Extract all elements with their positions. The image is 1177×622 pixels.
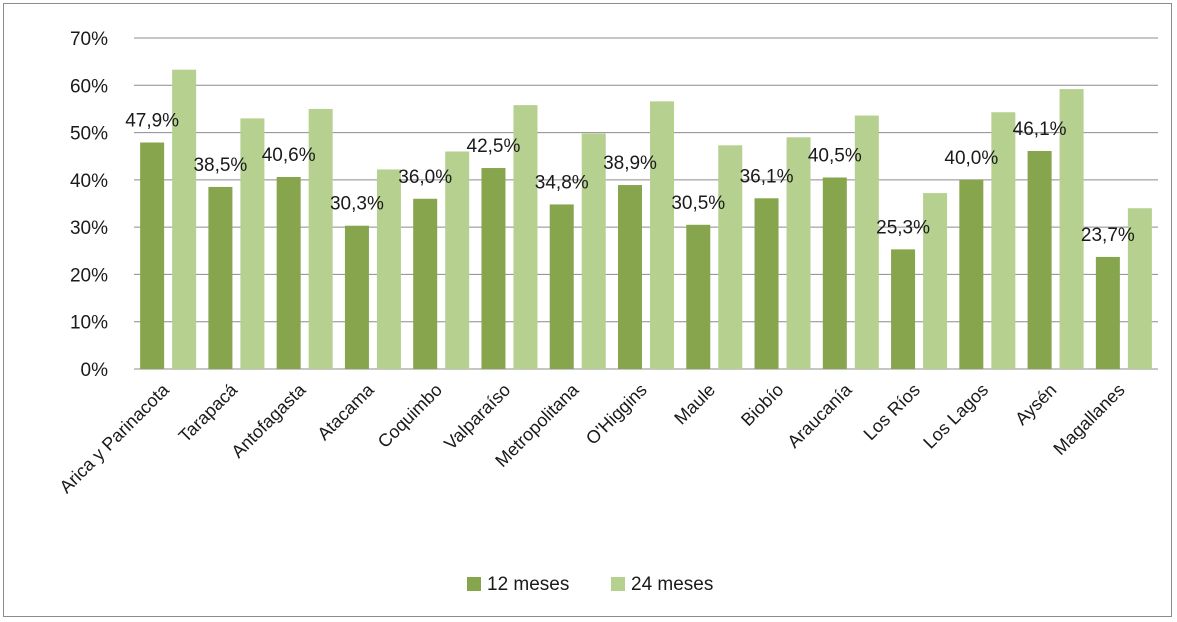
data-label: 42,5% [467, 136, 521, 157]
x-tick-label: Arica y Parinacota [56, 379, 174, 497]
bar-12-meses [413, 198, 438, 369]
x-tick-label: Araucanía [783, 379, 856, 452]
data-labels: 47,9% 38,5% 40,6% 30,3% 36,0% 42,5% 34,8% 38,9%… [125, 111, 1135, 246]
bar-24-meses [991, 112, 1016, 369]
x-tick-label: Valparaíso [440, 380, 514, 454]
x-tick-label: Los Lagos [919, 380, 992, 453]
bars [140, 69, 1152, 369]
legend-label: 24 meses [631, 574, 713, 595]
data-label: 30,5% [671, 193, 725, 214]
y-tick-label: 20% [70, 265, 108, 286]
bar-12-meses [822, 177, 847, 369]
x-tick-label: Biobío [737, 380, 787, 430]
bar-12-meses [140, 142, 165, 369]
data-label: 30,3% [330, 194, 384, 215]
data-label: 38,9% [603, 153, 657, 174]
data-label: 34,8% [535, 172, 589, 193]
bar-24-meses [308, 108, 333, 369]
data-label: 36,0% [398, 167, 452, 188]
bar-12-meses [208, 186, 233, 369]
y-axis-ticks: 0% 10% 20% 30% 40% 50% 60% 70% [70, 29, 108, 381]
gridlines [134, 37, 1158, 370]
x-tick-label: Los Ríos [860, 380, 924, 444]
legend-label: 12 meses [487, 574, 569, 595]
bar-24-meses [718, 145, 743, 369]
data-label: 40,5% [808, 145, 862, 166]
x-tick-label: O'Higgins [582, 380, 651, 449]
bar-12-meses [276, 177, 301, 369]
x-tick-label: Maule [670, 380, 719, 429]
x-tick-label: Aysén [1011, 380, 1060, 429]
data-label: 40,0% [944, 148, 998, 169]
bar-12-meses [549, 204, 574, 369]
data-label: 40,6% [262, 145, 316, 166]
data-label: 47,9% [125, 111, 179, 132]
bar-24-meses [854, 115, 879, 369]
bar-12-meses [1027, 151, 1052, 369]
bar-24-meses [650, 101, 674, 369]
bar-24-meses [376, 169, 401, 369]
bar-24-meses [1059, 89, 1084, 369]
y-tick-label: 40% [70, 171, 108, 192]
x-tick-label: Tarapacá [175, 379, 242, 446]
bar-24-meses [786, 137, 811, 369]
y-tick-label: 50% [70, 124, 108, 145]
data-label: 38,5% [193, 155, 247, 176]
bar-12-meses [754, 198, 779, 369]
data-label: 46,1% [1013, 119, 1067, 140]
bar-24-meses [923, 193, 948, 369]
y-tick-label: 10% [70, 313, 108, 334]
bar-24-meses [240, 118, 265, 369]
legend-swatch [611, 577, 625, 591]
legend-swatch [467, 577, 481, 591]
y-tick-label: 0% [81, 360, 109, 381]
bar-24-meses [172, 69, 197, 369]
x-tick-label: Atacama [313, 379, 378, 444]
bar-24-meses [1127, 208, 1152, 369]
bar-12-meses [959, 179, 984, 369]
bar-24-meses [581, 133, 606, 369]
y-tick-label: 30% [70, 218, 108, 239]
bar-24-meses [513, 105, 538, 369]
bar-12-meses [686, 224, 711, 369]
data-label: 25,3% [876, 217, 930, 238]
y-tick-label: 60% [70, 76, 108, 97]
bar-12-meses [1095, 256, 1120, 369]
x-tick-label: Coquimbo [374, 380, 446, 452]
bar-12-meses [344, 225, 369, 369]
bar-12-meses [891, 249, 916, 369]
x-tick-label: Magallanes [1049, 380, 1128, 459]
data-label: 23,7% [1081, 225, 1135, 246]
legend: 12 meses 24 meses [467, 574, 713, 595]
x-tick-label: Antofagasta [227, 379, 310, 462]
y-tick-label: 70% [70, 29, 108, 50]
data-label: 36,1% [740, 166, 794, 187]
bar-12-meses [481, 168, 506, 369]
bar-24-meses [445, 151, 470, 369]
bar-12-meses [618, 185, 642, 369]
